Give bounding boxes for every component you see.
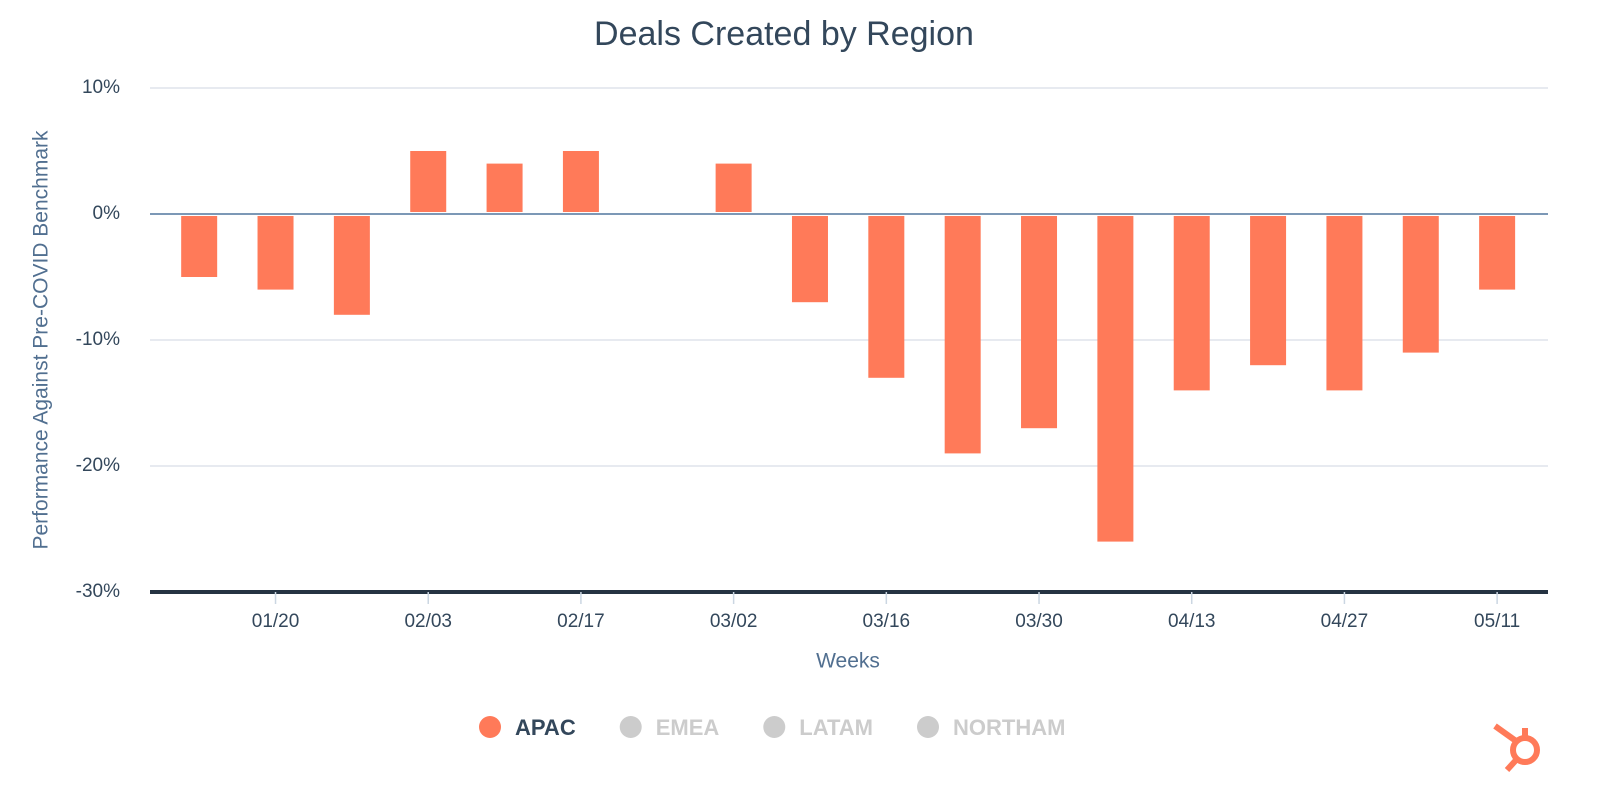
x-tick-label: 02/03 xyxy=(404,611,452,632)
x-tick-label: 04/13 xyxy=(1168,611,1216,632)
x-axis-label: Weeks xyxy=(816,650,880,673)
y-axis-label: Performance Against Pre-COVID Benchmark xyxy=(30,130,53,549)
y-tick-label: -20% xyxy=(76,455,120,476)
bar xyxy=(1479,216,1516,290)
x-tick-label: 02/17 xyxy=(557,611,605,632)
legend-label: EMEA xyxy=(656,715,720,740)
legend-marker xyxy=(619,716,642,738)
bar xyxy=(562,151,599,212)
bar xyxy=(791,216,828,303)
bar xyxy=(1326,216,1363,391)
bar xyxy=(486,163,523,212)
x-tick-label: 03/30 xyxy=(1015,611,1063,632)
x-tick-label: 04/27 xyxy=(1321,611,1369,632)
bar xyxy=(715,163,752,212)
bar xyxy=(1097,216,1134,542)
legend-label: APAC xyxy=(515,715,576,740)
y-tick-label: -30% xyxy=(76,581,120,602)
chart-title: Deals Created by Region xyxy=(594,15,974,53)
legend-label: LATAM xyxy=(799,715,873,740)
legend-label: NORTHAM xyxy=(953,715,1065,740)
legend-marker xyxy=(763,716,786,738)
bar xyxy=(333,216,370,315)
y-tick-label: 10% xyxy=(82,77,120,98)
y-tick-label: 0% xyxy=(93,203,121,224)
bar xyxy=(1250,216,1287,366)
bar xyxy=(1021,216,1058,429)
bar xyxy=(181,216,218,277)
logo xyxy=(1493,723,1540,773)
x-tick-label: 03/02 xyxy=(710,611,758,632)
y-tick-label: -10% xyxy=(76,329,120,350)
legend-marker xyxy=(479,716,501,738)
x-tick-label: 05/11 xyxy=(1474,611,1520,632)
bar xyxy=(410,151,447,212)
x-tick-label: 03/16 xyxy=(863,611,911,632)
x-tick-label: 01/20 xyxy=(252,611,300,632)
legend-marker xyxy=(917,716,939,738)
bar xyxy=(944,216,981,454)
bar xyxy=(868,216,905,378)
bar xyxy=(1402,216,1439,353)
bar xyxy=(257,216,294,290)
bar xyxy=(1173,216,1210,391)
